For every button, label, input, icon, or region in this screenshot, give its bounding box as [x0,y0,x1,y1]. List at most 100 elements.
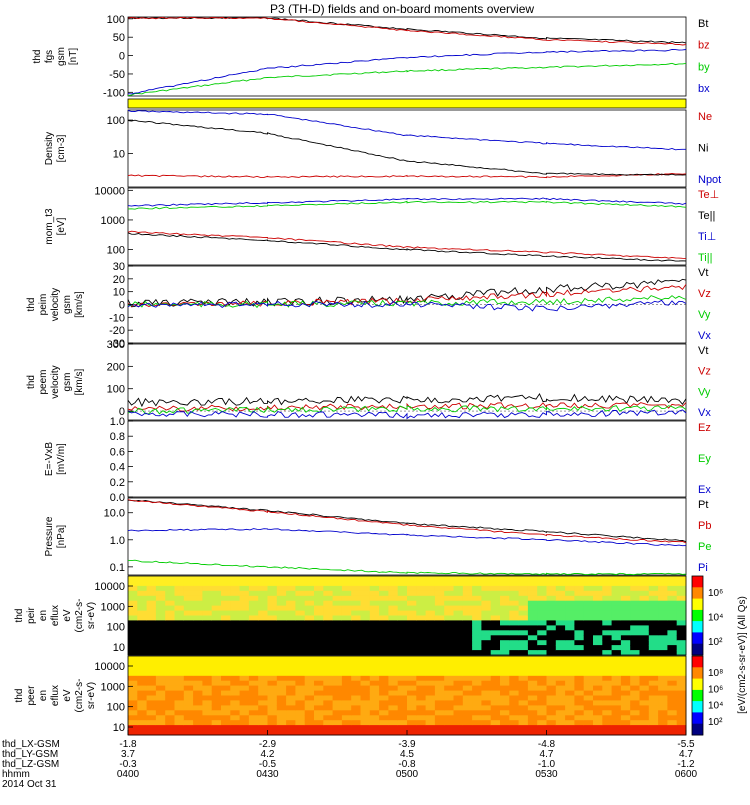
spectrogram-cell [351,685,361,691]
spectrogram-cell [202,640,213,646]
y-axis-label-line: thd [14,609,25,623]
series-line-Ti⊥ [127,197,687,207]
spectrogram-cell [193,630,203,636]
y-tick-label: 1.0 [110,535,125,547]
spectrogram-cell [379,615,389,621]
spectrogram-cell [658,720,668,726]
spectrogram-cell [490,630,501,636]
y-axis-label-line: eflux [50,605,61,626]
spectrogram-cell [155,715,166,721]
spectrogram-cell [221,710,231,716]
spectrogram-cell [565,715,575,721]
spectrogram-cell [360,625,371,631]
spectrogram-cell [434,645,445,651]
spectrogram-cell [639,675,650,682]
spectrogram-cell [658,640,668,646]
spectrogram-cell [165,630,175,636]
spectrogram-cell [444,720,454,726]
spectrogram-cell [481,650,492,656]
spectrogram-cell [658,635,668,641]
spectrogram-cell [648,610,659,616]
spectrogram-cell [481,635,492,641]
spectrogram-cell [593,690,603,696]
spectrogram-cell [630,576,640,582]
spectrogram-cell [165,705,175,711]
spectrogram-cell [444,715,454,721]
spectrogram-cell [630,700,640,706]
spectrogram-cell [667,725,678,731]
spectrogram-cell [434,625,445,631]
spectrogram-cell [128,605,138,611]
spectrogram-cell [416,705,427,711]
spectrogram-cell [332,590,343,597]
y-tick-label: 0 [119,406,125,418]
spectrogram-cell [574,710,585,716]
spectrogram-cell [193,600,203,607]
spectrogram-cell [286,645,296,651]
spectrogram-cell [304,730,315,736]
spectrogram-cell [248,615,259,621]
spectrogram-cell [202,725,213,731]
spectrogram-cell [658,576,668,582]
spectrogram-cell [444,585,454,592]
spectrogram-cell [267,715,278,721]
spectrogram-cell [332,605,343,611]
spectrogram-cell [481,730,492,736]
ephemeris-row-label: thd_LZ-GSM [2,759,59,770]
spectrogram-cell [648,645,659,651]
spectrogram-cell [444,576,454,582]
spectrogram-cell [611,695,622,701]
spectrogram-cell [137,615,148,621]
spectrogram-cell [453,620,464,626]
spectrogram-cell [165,730,175,736]
spectrogram-cell [555,715,566,721]
spectrogram-cell [323,710,334,716]
spectrogram-cell [388,635,399,641]
spectrogram-cell [500,580,510,587]
spectrogram-cell [527,710,538,716]
spectrogram-cell [639,690,650,696]
spectrogram-cell [128,675,138,682]
spectrogram-cell [639,640,650,646]
legend-entry: Ni [698,143,708,155]
spectrogram-cell [360,680,371,687]
spectrogram-cell [593,585,603,592]
spectrogram-cell [211,590,222,597]
spectrogram-cell [341,590,352,597]
spectrogram-cell [602,720,613,726]
spectrogram-cell [593,665,603,672]
spectrogram-cell [537,715,547,721]
spectrogram-cell [481,576,492,582]
spectrogram-cell [202,685,213,691]
spectrogram-cell [500,700,510,706]
y-axis-label-line: fgs [44,50,55,63]
spectrogram-cell [500,600,510,607]
spectrogram-cell [230,645,241,651]
spectrogram-cell [267,605,278,611]
spectrogram-cell [444,730,454,736]
spectrogram-cell [537,680,547,687]
spectrogram-cell [314,610,324,616]
spectrogram-cell [155,660,166,667]
ephemeris-row-label: thd_LX-GSM [2,739,60,750]
spectrogram-cell [648,665,659,672]
spectrogram-cell [267,730,278,736]
spectrogram-cell [667,590,678,597]
spectrogram-cell [351,645,361,651]
spectrogram-cell [407,625,417,631]
spectrogram-cell [304,610,315,616]
spectrogram-cell [146,700,157,706]
spectrogram-cell [314,665,324,672]
spectrogram-cell [174,730,185,736]
spectrogram-cell [611,645,622,651]
spectrogram-cell [425,690,436,696]
spectrogram-cell [286,685,296,691]
spectrogram-cell [379,620,389,626]
spectrogram-cell [258,720,268,726]
spectrogram-cell [509,590,520,597]
spectrogram-cell [388,705,399,711]
y-axis-label-line: eV [62,609,73,622]
spectrogram-cell [565,595,575,602]
spectrogram-cell [183,640,194,646]
spectrogram-cell [611,665,622,672]
